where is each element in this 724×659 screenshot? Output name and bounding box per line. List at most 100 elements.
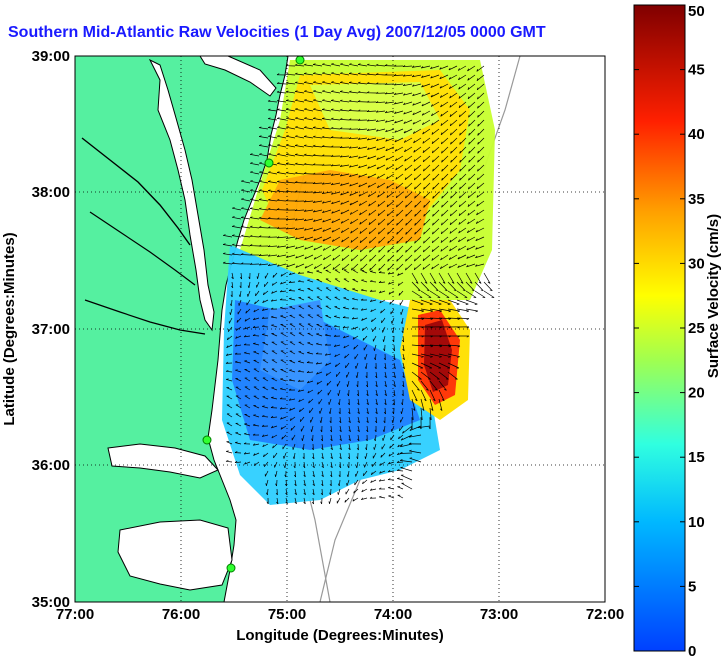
velocity-arrow-head <box>330 173 334 176</box>
velocity-arrow <box>366 425 369 432</box>
velocity-arrow <box>240 254 251 256</box>
velocity-arrow <box>313 200 323 203</box>
velocity-arrow-head <box>304 117 307 119</box>
velocity-arrow-head <box>339 164 343 167</box>
velocity-arrow <box>429 362 442 369</box>
velocity-arrow <box>439 65 449 70</box>
velocity-arrow-head <box>396 222 398 226</box>
velocity-arrow <box>264 470 269 477</box>
velocity-arrow <box>429 308 442 312</box>
velocity-arrow <box>341 227 350 233</box>
velocity-arrow <box>330 470 333 477</box>
velocity-arrow <box>340 91 350 94</box>
velocity-arrow <box>405 263 413 271</box>
velocity-arrow-head <box>303 465 306 469</box>
velocity-arrow-head <box>340 183 343 186</box>
velocity-arrow-head <box>360 308 364 311</box>
velocity-arrow <box>378 281 386 284</box>
velocity-arrow <box>361 308 368 311</box>
velocity-arrow <box>280 332 287 337</box>
colorbar-tick-label: 45 <box>688 62 705 79</box>
velocity-arrow <box>325 296 332 301</box>
velocity-arrow-head <box>312 135 316 138</box>
velocity-arrow-head <box>412 93 415 97</box>
velocity-arrow <box>281 434 287 440</box>
velocity-arrow <box>375 416 378 423</box>
velocity-arrow <box>458 209 467 216</box>
velocity-arrow-head <box>388 461 391 465</box>
velocity-arrow <box>295 245 305 250</box>
velocity-arrow <box>376 137 386 142</box>
velocity-arrow-head <box>440 231 443 235</box>
velocity-arrow-head <box>403 102 406 105</box>
velocity-arrow <box>325 353 332 356</box>
velocity-arrow <box>449 119 458 127</box>
velocity-arrow <box>414 245 422 253</box>
velocity-arrow <box>239 290 242 297</box>
velocity-arrow <box>396 245 404 253</box>
velocity-arrow-head <box>322 63 325 65</box>
velocity-arrow-head <box>377 194 380 198</box>
velocity-arrow <box>388 452 395 457</box>
velocity-arrow <box>361 270 368 274</box>
velocity-arrow-head <box>342 325 346 328</box>
velocity-arrow <box>313 108 323 112</box>
velocity-arrow <box>441 173 449 181</box>
velocity-arrow <box>310 416 314 423</box>
velocity-arrow-head <box>303 144 307 147</box>
velocity-arrow <box>339 452 342 459</box>
velocity-arrow-head <box>324 333 328 336</box>
velocity-arrow-head <box>475 264 478 267</box>
velocity-arrow <box>235 378 242 382</box>
velocity-arrow <box>457 263 467 268</box>
velocity-arrow <box>235 361 242 364</box>
velocity-arrow-head <box>450 159 452 163</box>
velocity-arrow-head <box>358 175 361 178</box>
velocity-arrow-head <box>271 435 274 439</box>
velocity-arrow <box>358 191 368 197</box>
velocity-arrow-head <box>292 456 295 460</box>
velocity-arrow <box>250 154 260 157</box>
velocity-arrow-head <box>329 492 331 496</box>
velocity-arrow <box>349 155 359 159</box>
velocity-arrow <box>350 227 359 234</box>
velocity-arrow-head <box>397 452 400 455</box>
velocity-arrow <box>298 332 305 337</box>
velocity-arrow-head <box>271 291 274 294</box>
velocity-arrow <box>288 281 296 283</box>
velocity-arrow <box>226 451 233 454</box>
velocity-arrow-head <box>319 420 322 424</box>
velocity-arrow <box>226 413 233 418</box>
velocity-arrow-head <box>323 257 325 260</box>
velocity-arrow <box>304 73 314 76</box>
velocity-arrow <box>245 308 251 314</box>
velocity-arrow <box>422 146 431 153</box>
velocity-arrow-head <box>431 141 434 144</box>
velocity-arrow-head <box>431 408 434 411</box>
velocity-arrow-head <box>226 450 229 452</box>
velocity-arrow <box>378 245 386 253</box>
velocity-arrow <box>402 353 405 360</box>
velocity-arrow <box>344 497 350 503</box>
velocity-arrow <box>367 164 377 169</box>
velocity-arrow <box>318 398 323 405</box>
velocity-arrow-head <box>442 281 446 284</box>
velocity-arrow-head <box>321 474 324 478</box>
velocity-arrow <box>396 218 404 226</box>
velocity-arrow-head <box>414 195 416 199</box>
velocity-arrow-head <box>395 176 398 180</box>
velocity-arrow-head <box>312 117 316 119</box>
velocity-arrow-head <box>234 451 238 453</box>
velocity-arrow <box>411 389 418 401</box>
velocity-arrow <box>227 335 233 341</box>
velocity-arrow <box>304 254 314 260</box>
velocity-arrow-head <box>385 139 388 142</box>
velocity-arrow <box>377 173 386 179</box>
velocity-arrow <box>459 173 467 181</box>
velocity-arrow-head <box>338 411 341 415</box>
velocity-arrow <box>289 416 296 421</box>
velocity-arrow-head <box>322 201 325 204</box>
velocity-arrow <box>307 305 314 310</box>
velocity-arrow <box>261 415 269 418</box>
velocity-arrow-head <box>249 253 253 256</box>
